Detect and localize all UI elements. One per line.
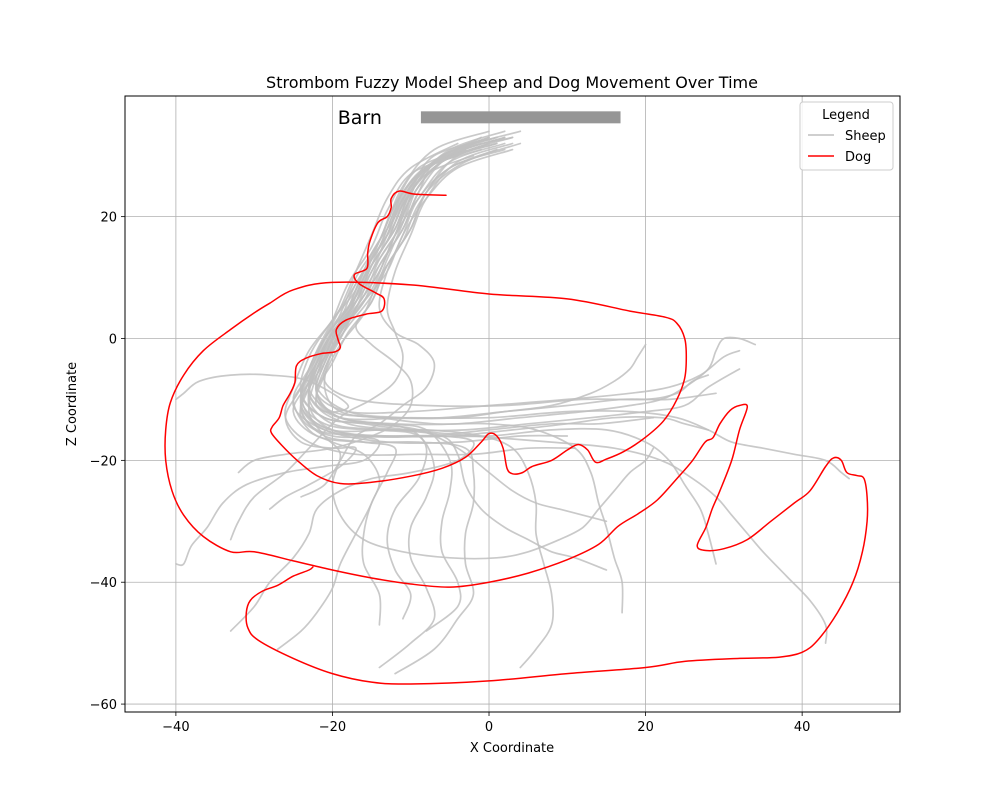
y-tick-label: −40 [90,576,117,591]
sheep-path [237,136,514,474]
legend-sheep-label: Sheep [845,129,886,144]
x-tick-label: 0 [485,720,493,735]
legend-title: Legend [822,108,870,123]
dog-path [164,190,869,685]
sheep-paths [175,130,850,675]
sheep-path [323,130,717,420]
y-tick-label: 20 [100,211,117,226]
dog-path-group [164,190,869,685]
y-axis-label: Z Coordinate [65,362,80,446]
sheep-path [229,142,514,541]
barn-bar [420,111,621,124]
x-tick-label: −20 [319,720,346,735]
plot-frame [124,95,901,713]
x-tick-label: 40 [794,720,811,735]
x-tick-label: 20 [637,720,654,735]
axis-ticks: −40 −20 0 20 40 −60 −40 −20 0 20 [90,211,811,735]
legend-dog-label: Dog [845,150,871,165]
y-tick-label: −60 [90,698,117,713]
barn: Barn [338,107,621,129]
chart-title: Strombom Fuzzy Model Sheep and Dog Movem… [266,73,758,92]
sheep-path [300,130,608,523]
sheep-path [292,148,476,675]
legend: Legend Sheep Dog [799,101,894,171]
x-axis-label: X Coordinate [470,741,554,756]
barn-label: Barn [338,107,382,129]
sheep-path [314,148,608,571]
y-tick-label: 0 [109,333,117,348]
y-tick-label: −20 [90,454,117,469]
sheep-path [268,154,459,510]
legend-box [799,101,894,171]
x-tick-label: −40 [162,720,189,735]
sheep-path [299,142,828,644]
